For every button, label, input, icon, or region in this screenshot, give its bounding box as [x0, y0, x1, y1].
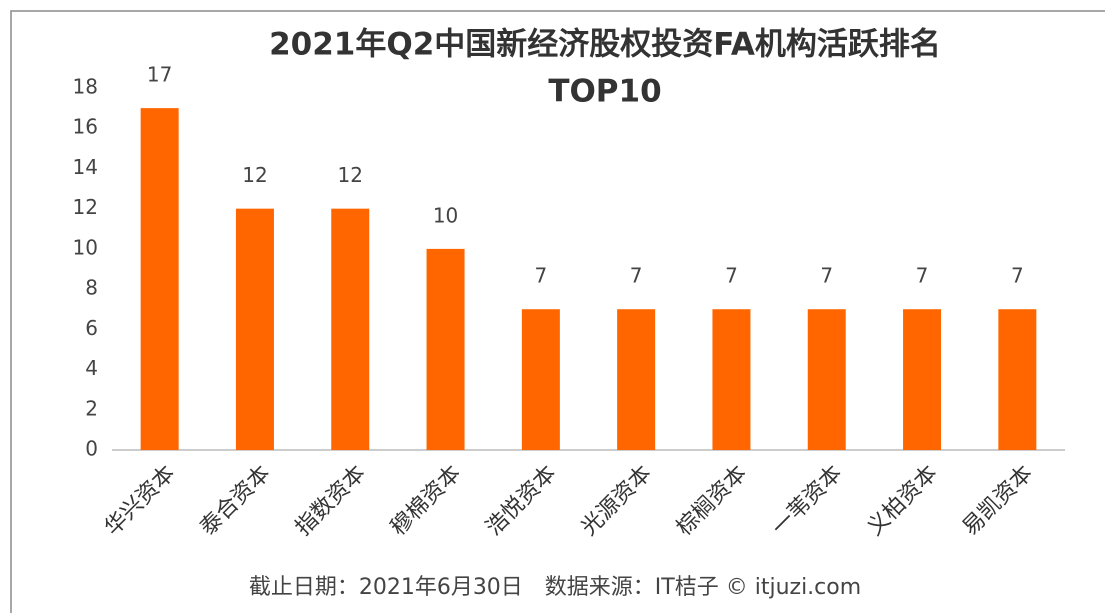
y-tick-label: 14 — [73, 155, 98, 179]
x-tick-label: 华兴资本 — [100, 461, 180, 541]
chart-title: 2021年Q2中国新经济股权投资FA机构活跃排名 — [269, 27, 941, 63]
bar — [807, 309, 846, 450]
x-tick-label: 指数资本 — [291, 461, 371, 541]
x-tick-label: 穆棉资本 — [386, 461, 466, 541]
bar — [903, 309, 942, 450]
data-label: 12 — [338, 163, 363, 187]
bar — [331, 208, 370, 450]
data-label: 12 — [242, 163, 267, 187]
bar — [426, 248, 465, 450]
y-tick-label: 16 — [73, 115, 98, 139]
x-tick-label: 浩悦资本 — [481, 461, 561, 541]
data-label: 7 — [534, 264, 547, 288]
x-tick-label: 义柏资本 — [863, 461, 943, 541]
y-tick-label: 12 — [73, 195, 98, 219]
x-tick-label: 棕榈资本 — [672, 461, 752, 541]
data-label: 7 — [916, 264, 929, 288]
y-tick-label: 18 — [73, 75, 98, 99]
bar — [998, 309, 1037, 450]
x-tick-label: 泰合资本 — [196, 461, 276, 541]
y-tick-label: 8 — [85, 276, 98, 300]
source-note: 截止日期：2021年6月30日 数据来源：IT桔子 © itjuzi.com — [249, 575, 861, 600]
bar — [140, 108, 179, 450]
x-tick-label: 光源资本 — [577, 461, 657, 541]
data-label: 7 — [1011, 264, 1024, 288]
y-tick-label: 4 — [85, 356, 98, 380]
data-label: 17 — [147, 63, 172, 87]
chart-title: TOP10 — [548, 74, 661, 110]
y-tick-label: 0 — [85, 437, 98, 461]
bar — [617, 309, 656, 450]
chart-frame — [10, 10, 1105, 613]
data-label: 7 — [820, 264, 833, 288]
y-tick-label: 2 — [85, 396, 98, 420]
bar — [712, 309, 751, 450]
data-label: 7 — [725, 264, 738, 288]
x-tick-label: 一苇资本 — [767, 461, 847, 541]
bar — [521, 309, 560, 450]
data-label: 10 — [433, 203, 458, 227]
x-tick-label: 易凯资本 — [958, 461, 1038, 541]
y-tick-label: 10 — [73, 235, 98, 259]
bar — [235, 208, 274, 450]
data-label: 7 — [630, 264, 643, 288]
y-tick-label: 6 — [85, 316, 98, 340]
